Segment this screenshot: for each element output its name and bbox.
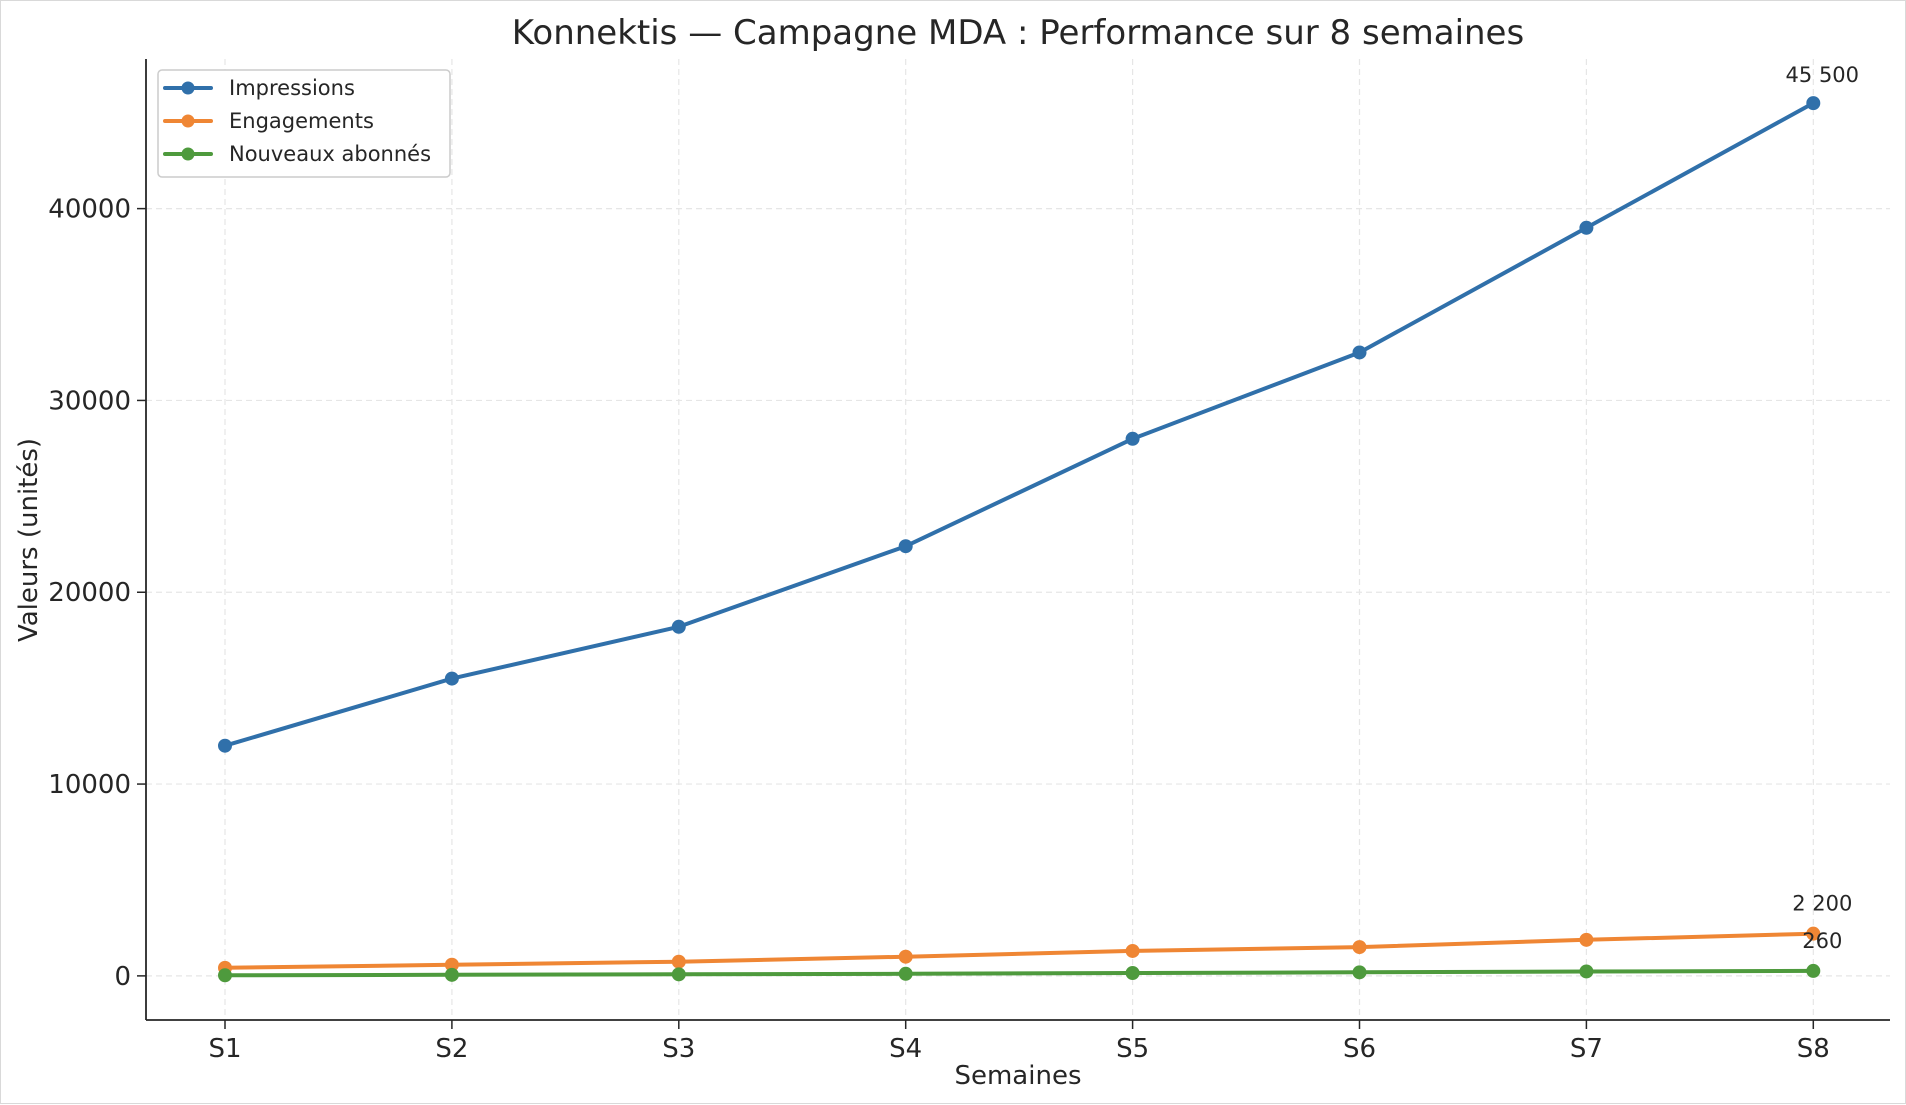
x-tick-label: S6 xyxy=(1343,1034,1376,1064)
data-point xyxy=(898,539,913,554)
y-tick-label: 40000 xyxy=(48,195,131,225)
data-point xyxy=(1352,965,1367,980)
y-tick-label: 10000 xyxy=(48,770,131,800)
axes xyxy=(137,59,1890,1029)
x-tick-label: S8 xyxy=(1797,1034,1830,1064)
chart-title: Konnektis — Campagne MDA : Performance s… xyxy=(512,13,1524,53)
y-tick-label: 20000 xyxy=(48,578,131,608)
legend: Impressions Engagements Nouveaux abonnés xyxy=(157,69,451,178)
data-point xyxy=(1806,96,1821,111)
data-point xyxy=(1579,220,1594,235)
series-line-2 xyxy=(223,968,1816,978)
data-point xyxy=(1579,964,1594,979)
tick-labels: S1 S2 S3 S4 S5 S6 S7 S8 0 10000 20000 30000 40000 xyxy=(48,195,1830,1064)
y-tick-label: 0 xyxy=(114,962,131,992)
x-tick-label: S5 xyxy=(1116,1034,1149,1064)
data-point xyxy=(671,967,686,982)
data-point xyxy=(898,949,913,964)
data-point xyxy=(1125,966,1140,981)
gridlines xyxy=(146,59,1890,1020)
data-point xyxy=(1352,345,1367,360)
x-tick-label: S7 xyxy=(1570,1034,1603,1064)
data-point xyxy=(1125,431,1140,446)
series-line-0 xyxy=(223,101,1816,748)
end-data-label: 260 xyxy=(1802,929,1842,953)
legend-marker xyxy=(181,114,195,128)
data-point xyxy=(218,738,232,753)
y-tick-label: 30000 xyxy=(48,386,131,416)
legend-label: Engagements xyxy=(229,109,374,133)
series-line-1 xyxy=(223,931,1816,970)
x-axis-title: Semaines xyxy=(954,1061,1081,1091)
data-point xyxy=(1125,943,1140,958)
data-point xyxy=(671,954,686,969)
data-point xyxy=(1579,932,1594,947)
data-point xyxy=(898,966,913,981)
y-axis-title: Valeurs (unités) xyxy=(14,438,44,642)
data-point xyxy=(1352,940,1367,955)
series-lines xyxy=(218,96,1821,983)
x-tick-label: S1 xyxy=(208,1034,241,1064)
data-point xyxy=(444,671,459,686)
end-data-label: 45 500 xyxy=(1786,63,1859,87)
data-point xyxy=(218,968,232,983)
data-labels: 45 500 2 200 260 xyxy=(1786,63,1859,953)
legend-marker xyxy=(181,147,195,161)
x-tick-label: S3 xyxy=(662,1034,695,1064)
data-point xyxy=(1806,926,1821,941)
data-point xyxy=(444,967,459,982)
data-point xyxy=(671,619,686,634)
x-tick-label: S2 xyxy=(435,1034,468,1064)
legend-marker xyxy=(181,81,195,95)
legend-label: Nouveaux abonnés xyxy=(229,142,431,166)
legend-label: Impressions xyxy=(229,76,355,100)
end-data-label: 2 200 xyxy=(1792,892,1852,916)
legend-box xyxy=(157,69,451,178)
data-point xyxy=(1806,963,1821,978)
x-tick-label: S4 xyxy=(889,1034,922,1064)
